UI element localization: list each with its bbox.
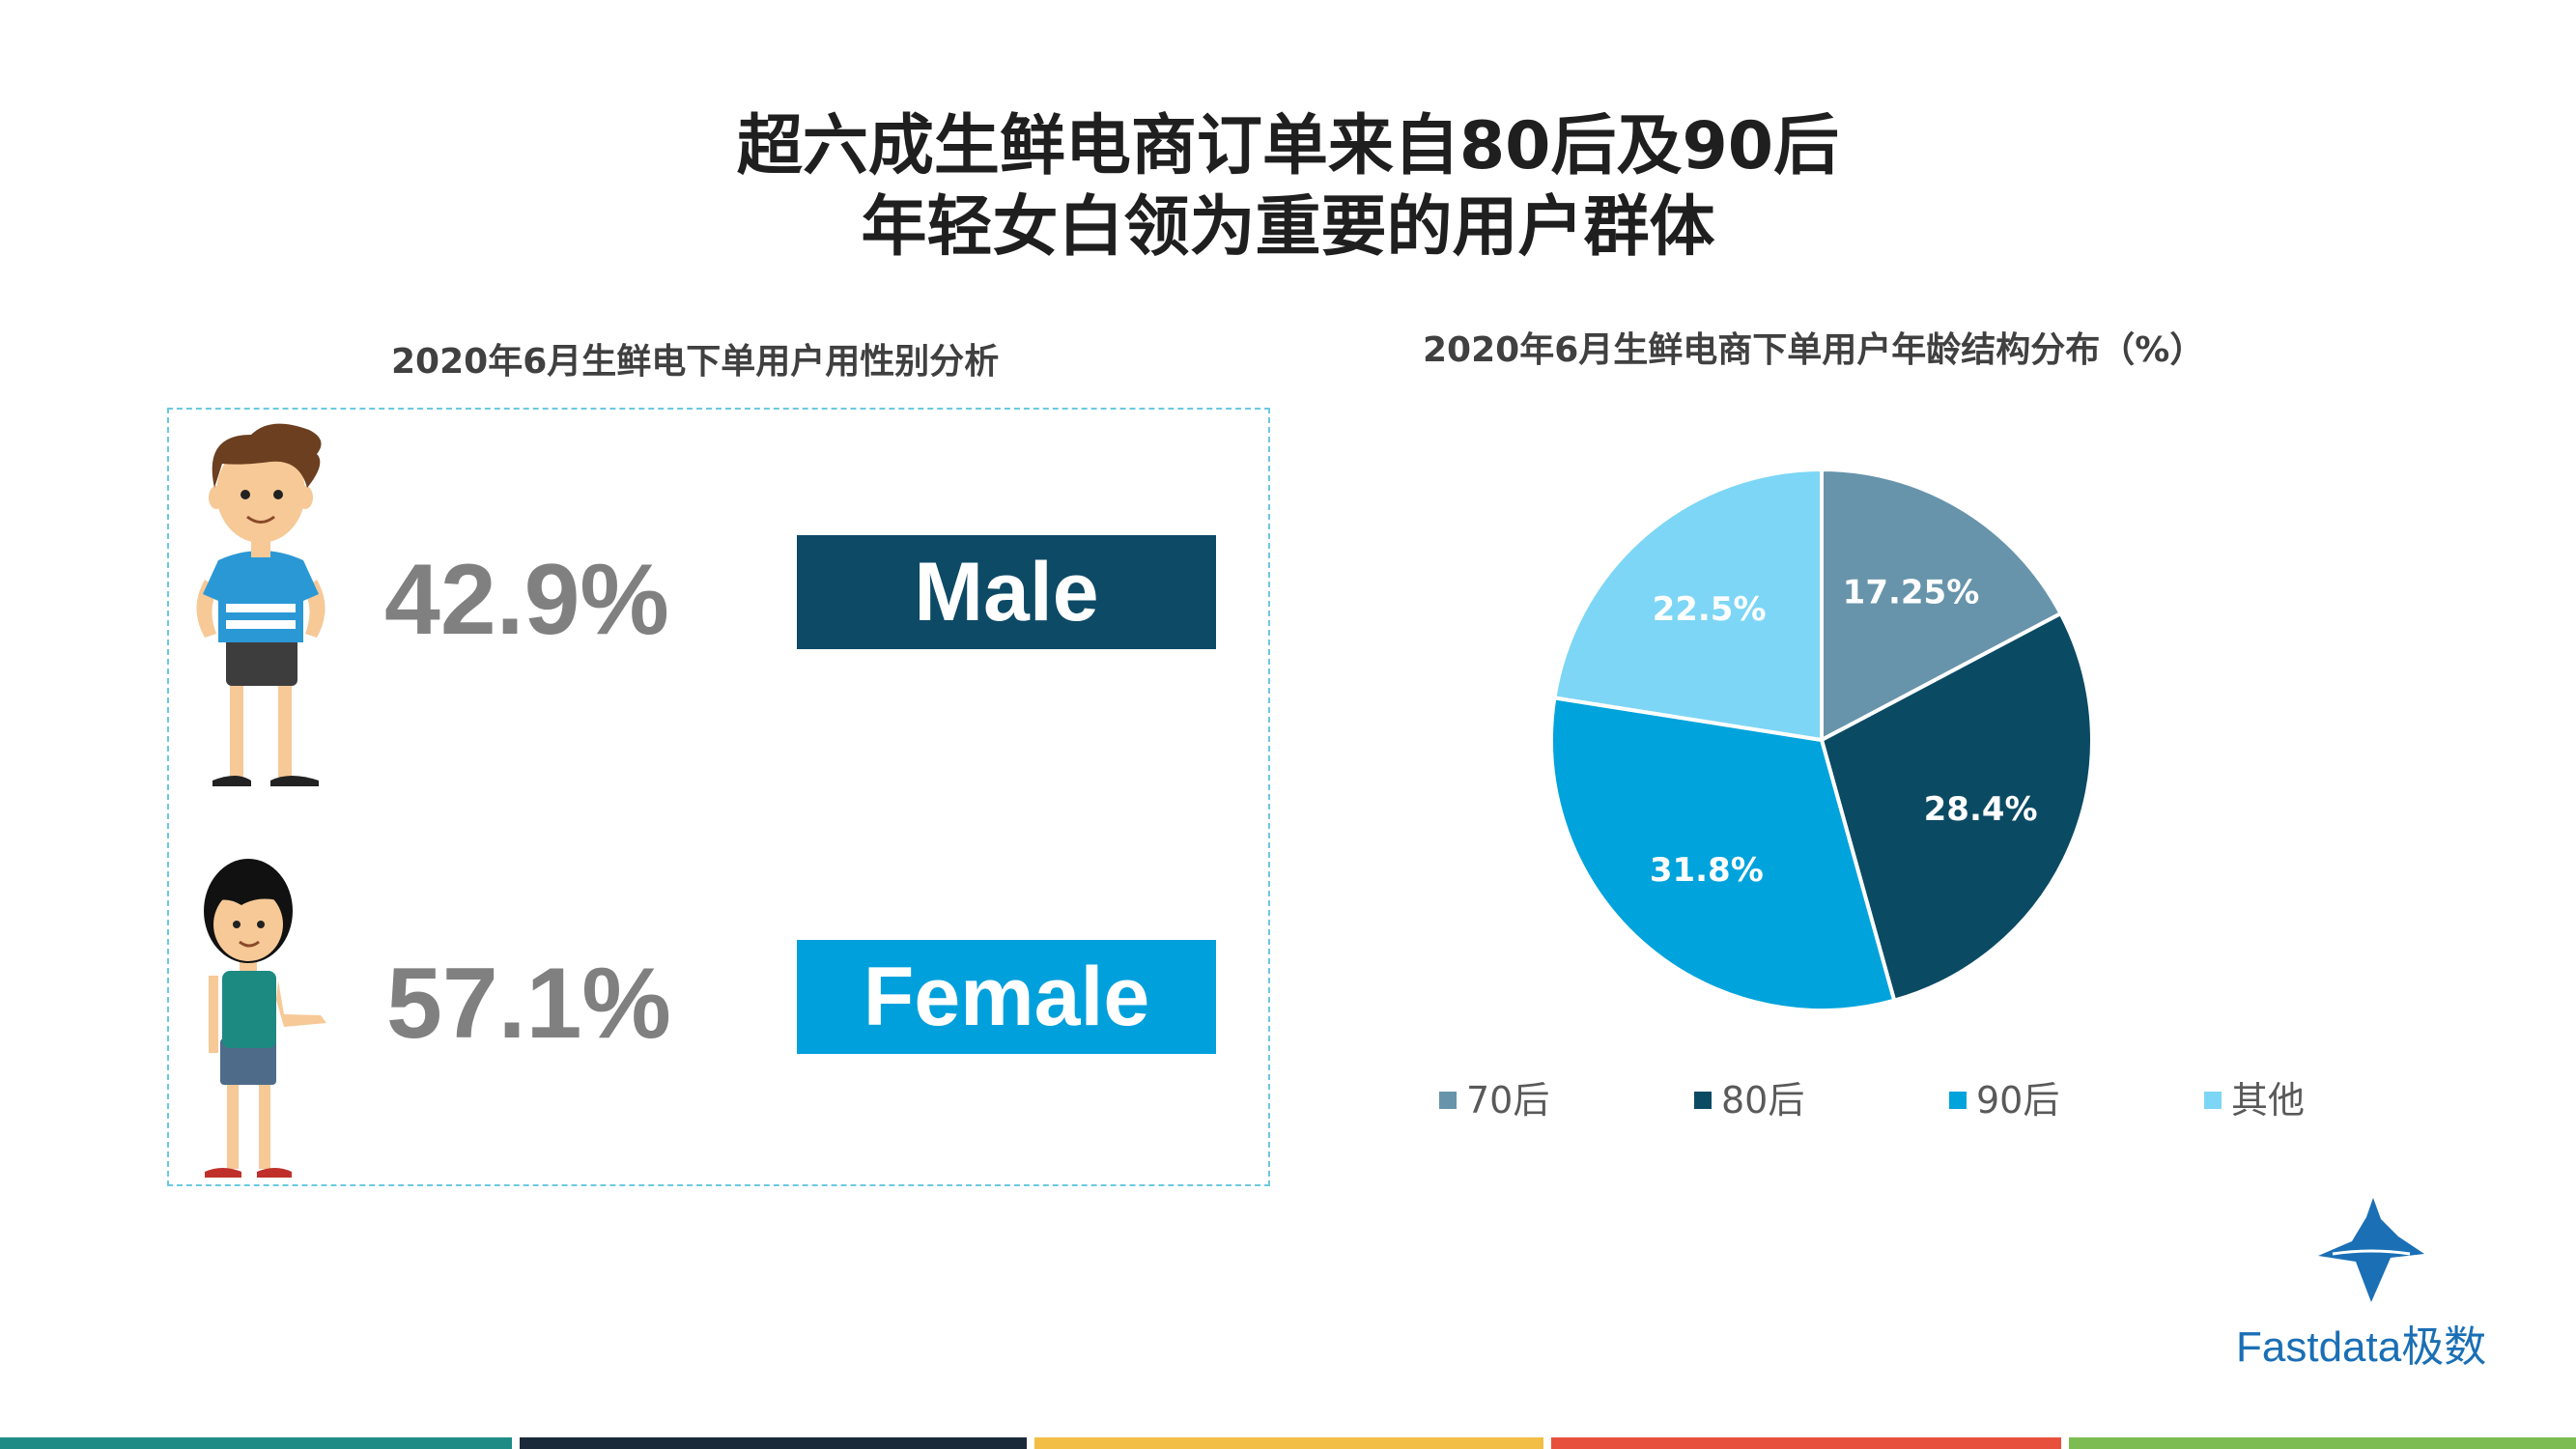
pie-slice-1: [1819, 611, 2094, 1004]
legend-label-2: 90后: [1976, 1079, 2060, 1122]
fastdata-logo: Fastdata极数: [2226, 1198, 2516, 1372]
gender-panel-title: 2020年6月生鲜电下单用户用性别分析: [391, 342, 1000, 382]
pie-label-1: 28.4%: [1924, 790, 2038, 829]
legend-label-1: 80后: [1721, 1079, 1805, 1122]
legend-label-3: 其他: [2231, 1079, 2306, 1122]
female-label: Female: [797, 940, 1216, 1054]
legend-item-1: 80后: [1694, 1070, 1804, 1123]
bottom-bar-1: [0, 1437, 512, 1449]
pie-slice-3: [1552, 467, 1824, 743]
page-title: 超六成生鲜电商订单来自80后及90后 年轻女白领为重要的用户群体: [0, 106, 2576, 269]
bottom-bar-4: [1551, 1437, 2061, 1449]
legend-label-0: 70后: [1466, 1079, 1550, 1122]
bottom-bar-2: [520, 1437, 1027, 1449]
pie-label-2: 31.8%: [1650, 851, 1764, 890]
male-figure-icon: [196, 423, 326, 786]
legend-item-2: 90后: [1949, 1070, 2059, 1123]
male-percent: 42.9%: [384, 544, 669, 656]
male-label: Male: [797, 535, 1216, 649]
bottom-bar-5: [2069, 1437, 2576, 1449]
bottom-bar-3: [1034, 1437, 1543, 1449]
age-chart-title: 2020年6月生鲜电商下单用户年龄结构分布（%）: [1423, 330, 2205, 370]
legend-item-0: 70后: [1439, 1070, 1549, 1123]
legend-swatch-2: [1949, 1091, 1967, 1109]
page-title-line-2: 年轻女白领为重要的用户群体: [861, 189, 1715, 266]
legend-item-3: 其他: [2204, 1070, 2305, 1123]
logo-text: Fastdata极数: [2236, 1323, 2487, 1371]
pie-label-3: 22.5%: [1653, 590, 1767, 629]
gender-panel: [167, 408, 1270, 1186]
legend-swatch-3: [2204, 1091, 2222, 1109]
chart-legend: 70后 80后 90后 其他: [1439, 1070, 2405, 1122]
age-pie-chart: 17.25% 28.4% 31.8% 22.5%: [1549, 467, 2094, 1012]
pie-slice-2: [1549, 696, 1897, 1012]
pie-label-0: 17.25%: [1843, 574, 1980, 612]
fastdata-logo-icon: [2318, 1198, 2424, 1302]
legend-swatch-1: [1694, 1091, 1712, 1109]
page-title-line-1: 超六成生鲜电商订单来自80后及90后: [736, 108, 1840, 185]
legend-swatch-0: [1439, 1091, 1457, 1109]
female-figure-icon: [204, 859, 326, 1178]
pie-slice-0: [1820, 467, 2064, 744]
female-percent: 57.1%: [386, 948, 671, 1060]
